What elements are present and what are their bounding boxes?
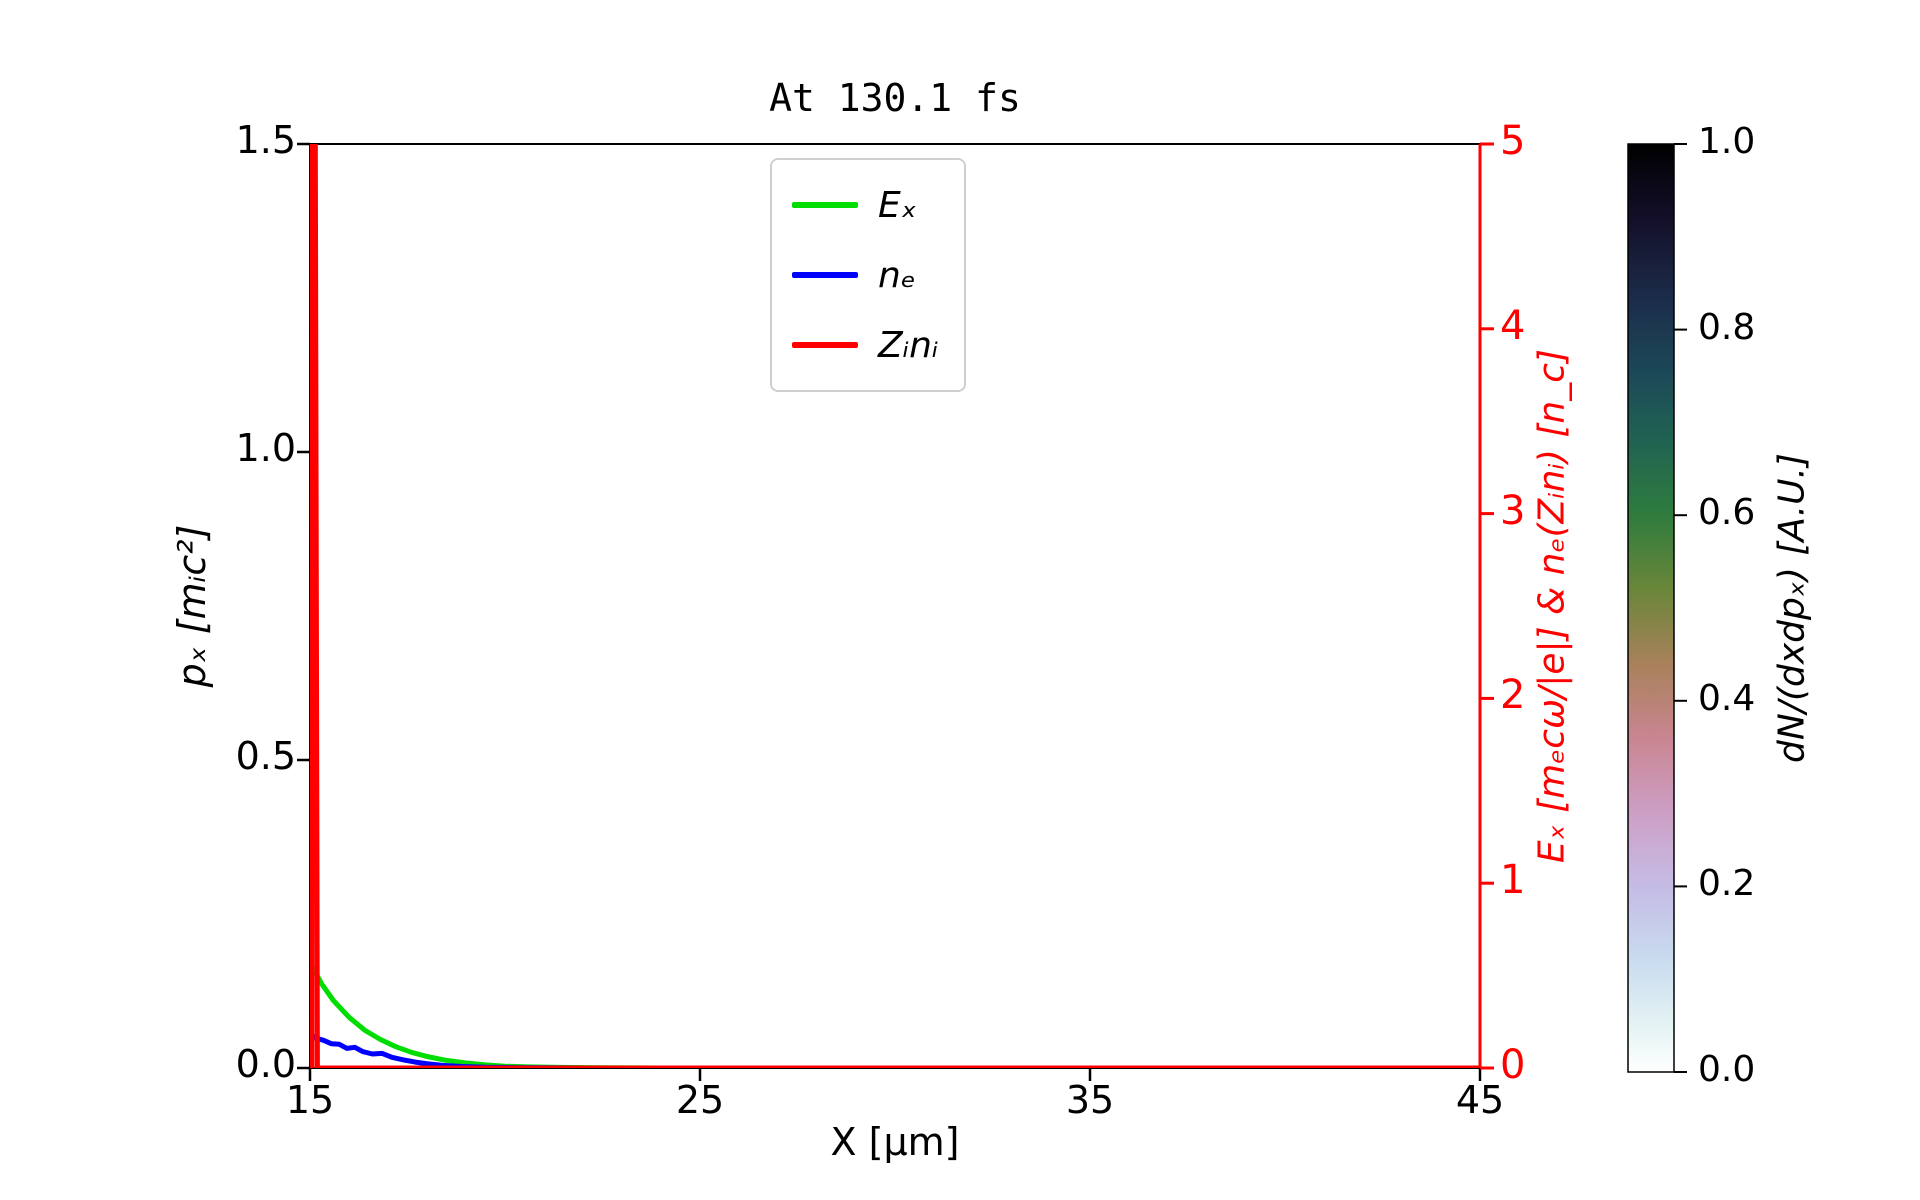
colorbar-label: dN/(dxdpₓ) [A.U.] — [1771, 453, 1813, 763]
legend-entry-Zini: Zᵢnᵢ — [792, 310, 938, 380]
y-axis-label-left: pₓ [mᵢc²] — [170, 524, 214, 688]
legend-line-Zini — [792, 342, 858, 348]
x-axis-label: X [μm] — [830, 1120, 960, 1164]
legend-entry-ne: nₑ — [792, 240, 938, 310]
x-tick-label: 45 — [1455, 1078, 1505, 1122]
legend-entry-Ex: Eₓ — [792, 170, 938, 240]
series-Ex-line — [310, 961, 1480, 1068]
legend-line-ne — [792, 272, 858, 278]
colorbar-tick-label: 1.0 — [1698, 121, 1756, 162]
y-left-tick-label: 0.5 — [235, 734, 296, 778]
y-right-tick-label: 4 — [1500, 302, 1526, 349]
x-tick-label: 15 — [285, 1078, 335, 1122]
colorbar-tick-label: 0.2 — [1698, 863, 1756, 905]
colorbar-tick-label: 0.4 — [1698, 677, 1756, 719]
x-tick-label: 35 — [1065, 1078, 1115, 1122]
legend-label-ne: nₑ — [878, 254, 916, 296]
colorbar-tick-label: 0.8 — [1698, 306, 1756, 348]
colorbar-tick-label: 0.6 — [1698, 492, 1756, 534]
legend-label-Ex: Eₓ — [878, 184, 917, 226]
series-Zini-line — [310, 144, 1480, 1068]
y-right-tick-label: 0 — [1500, 1042, 1526, 1088]
y-axis-label-right: Eₓ [mₑcω/|e|] & nₑ(Zᵢnᵢ) [n_c] — [1531, 348, 1573, 864]
x-tick-label: 25 — [675, 1078, 725, 1122]
y-right-tick-label: 1 — [1500, 857, 1526, 904]
y-right-tick-label: 5 — [1500, 118, 1526, 164]
y-left-tick-label: 1.5 — [235, 118, 296, 162]
y-left-tick-label: 0.0 — [235, 1042, 296, 1086]
legend: Eₓ nₑ Zᵢnᵢ — [770, 158, 967, 392]
chart-title: At 130.1 fs — [769, 76, 1021, 120]
y-left-tick-label: 1.0 — [235, 426, 296, 470]
y-right-tick-label: 3 — [1500, 487, 1526, 534]
legend-line-Ex — [792, 202, 858, 208]
colorbar-gradient — [1627, 143, 1675, 1073]
y-right-tick-label: 2 — [1500, 672, 1526, 719]
legend-label-Zini: Zᵢnᵢ — [878, 324, 939, 366]
colorbar-tick-label: 0.0 — [1698, 1049, 1756, 1090]
